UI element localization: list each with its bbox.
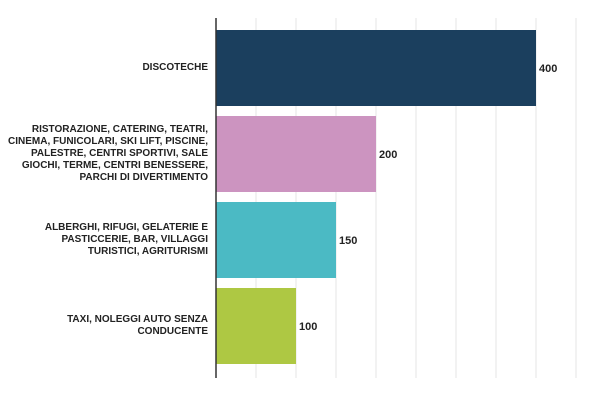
category-label: ALBERGHI, RIFUGI, GELATERIE E PASTICCERI… bbox=[44, 222, 208, 257]
bar bbox=[216, 116, 376, 192]
value-labels: 400 200 150 100 bbox=[299, 63, 557, 333]
bar bbox=[216, 202, 336, 278]
bar bbox=[216, 30, 536, 106]
category-label: DISCOTECHE bbox=[142, 62, 208, 73]
data-label: 400 bbox=[539, 63, 557, 75]
data-label: 150 bbox=[339, 235, 357, 247]
category-label: RISTORAZIONE, CATERING, TEATRI, CINEMA, … bbox=[8, 124, 209, 183]
bars bbox=[216, 30, 536, 364]
data-label: 100 bbox=[299, 321, 317, 333]
bar bbox=[216, 288, 296, 364]
data-label: 200 bbox=[379, 149, 397, 161]
category-label: TAXI, NOLEGGI AUTO SENZA CONDUCENTE bbox=[67, 314, 208, 337]
